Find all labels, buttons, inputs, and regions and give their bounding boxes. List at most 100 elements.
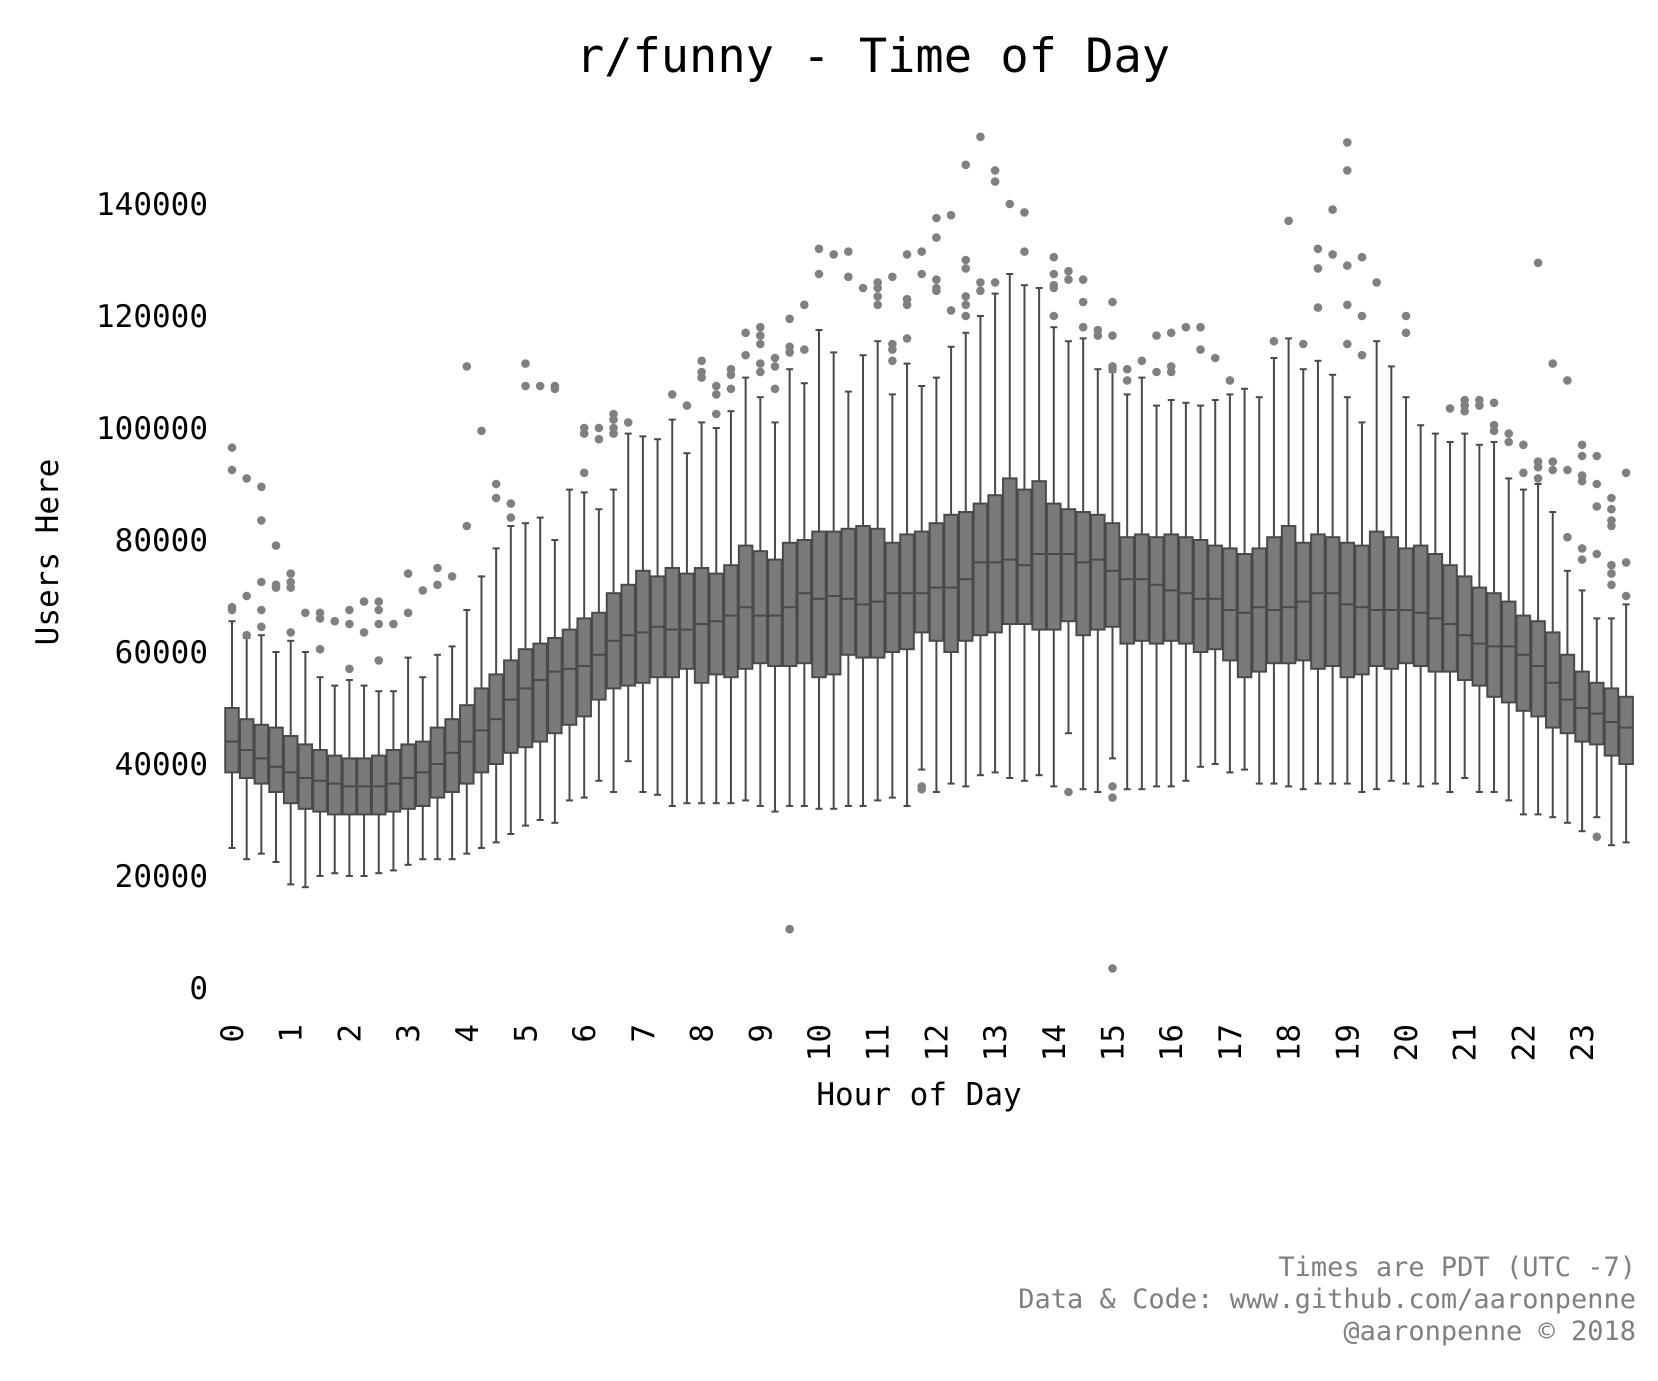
box-iqr xyxy=(385,749,402,813)
box-iqr xyxy=(796,539,813,665)
box-iqr xyxy=(1559,653,1576,735)
flier-point xyxy=(1357,311,1367,321)
flier-point xyxy=(1343,138,1352,147)
box-6 xyxy=(576,423,592,799)
flier-point xyxy=(946,306,956,315)
box-14.75 xyxy=(1090,325,1106,793)
box-iqr xyxy=(1178,536,1194,645)
flier-point xyxy=(1577,544,1587,553)
box-16.5 xyxy=(1192,322,1209,768)
flier-point xyxy=(932,275,941,284)
flier-point xyxy=(829,250,838,259)
box-iqr xyxy=(1398,547,1414,665)
flier-point xyxy=(1592,451,1602,461)
box-14.25 xyxy=(1060,266,1077,797)
box-8.25 xyxy=(708,381,725,805)
flier-point xyxy=(917,784,927,794)
flier-point xyxy=(271,583,281,592)
flier-point xyxy=(345,605,354,615)
flier-point xyxy=(1078,322,1088,332)
flier-point xyxy=(814,269,824,279)
x-tick-label: 1 xyxy=(274,1024,310,1043)
box-iqr xyxy=(459,704,475,785)
box-iqr xyxy=(1104,522,1121,628)
flier-point xyxy=(1519,440,1528,450)
box-3.5 xyxy=(429,563,446,861)
flier-point xyxy=(1357,252,1367,262)
box-23.75 xyxy=(1618,468,1634,844)
flier-point xyxy=(1401,328,1411,338)
flier-point xyxy=(1563,376,1572,385)
y-axis: 0 20000 40000 60000 80000 100000 120000 140000 xyxy=(96,187,208,1007)
box-0.5 xyxy=(253,482,270,855)
flier-point xyxy=(1621,468,1631,478)
flier-point xyxy=(1621,591,1631,601)
flier-point xyxy=(770,362,780,371)
box-iqr xyxy=(1236,553,1253,679)
box-19.5 xyxy=(1368,278,1385,791)
box-2 xyxy=(341,605,358,877)
flier-point xyxy=(741,350,750,360)
flier-point xyxy=(1049,311,1059,321)
box-iqr xyxy=(1471,586,1488,687)
box-iqr xyxy=(1324,536,1341,668)
box-3.25 xyxy=(415,586,431,861)
flier-point xyxy=(535,381,545,391)
box-iqr xyxy=(1163,533,1179,642)
flier-point xyxy=(961,255,971,265)
box-2.25 xyxy=(356,597,372,877)
flier-point xyxy=(1181,322,1191,332)
footer-credits: Times are PDT (UTC -7) Data & Code: www.… xyxy=(1018,1252,1636,1348)
box-17 xyxy=(1222,376,1238,774)
y-tick-label: 120000 xyxy=(96,299,208,335)
flier-point xyxy=(756,367,765,377)
box-8.75 xyxy=(737,328,754,802)
flier-point xyxy=(1196,322,1205,332)
flier-point xyxy=(1078,275,1088,284)
flier-point xyxy=(433,580,442,590)
data-source-note: Data & Code: www.github.com/aaronpenne xyxy=(1018,1284,1636,1315)
box-iqr xyxy=(1339,541,1356,679)
box-iqr xyxy=(591,611,607,701)
flier-point xyxy=(1166,328,1176,338)
box-iqr xyxy=(1310,533,1326,670)
box-iqr xyxy=(576,617,592,718)
flier-point xyxy=(1343,300,1352,310)
box-20.25 xyxy=(1412,424,1429,788)
box-18.75 xyxy=(1324,205,1341,785)
flier-point xyxy=(726,384,736,394)
box-iqr xyxy=(1222,547,1238,662)
box-6.25 xyxy=(591,423,607,782)
box-21.75 xyxy=(1500,429,1517,802)
flier-point xyxy=(345,664,354,674)
flier-point xyxy=(1533,474,1543,483)
flier-point xyxy=(1577,451,1587,461)
flier-point xyxy=(1093,331,1103,340)
flier-point xyxy=(1504,429,1514,438)
box-iqr xyxy=(444,718,460,794)
flier-point xyxy=(623,418,633,427)
flier-point xyxy=(902,334,912,343)
flier-point xyxy=(462,362,472,371)
box-iqr xyxy=(987,494,1003,634)
flier-point xyxy=(257,577,266,587)
flier-point xyxy=(1519,468,1528,478)
flier-point xyxy=(1607,493,1616,503)
flier-point xyxy=(418,586,428,595)
flier-point xyxy=(330,616,340,626)
box-13.75 xyxy=(1031,287,1047,777)
box-iqr xyxy=(972,502,989,637)
box-7.5 xyxy=(664,390,680,807)
box-23.5 xyxy=(1603,493,1620,847)
x-tick-label: 15 xyxy=(1096,1024,1132,1061)
flier-point xyxy=(521,359,530,368)
box-9.25 xyxy=(767,353,783,813)
flier-point xyxy=(1607,504,1616,514)
flier-point xyxy=(667,390,677,399)
y-tick-label: 100000 xyxy=(96,411,208,447)
box-iqr xyxy=(1046,502,1062,631)
flier-point xyxy=(682,401,692,410)
flier-point xyxy=(1401,311,1411,321)
x-tick-label: 16 xyxy=(1154,1024,1190,1061)
flier-point xyxy=(888,345,897,354)
